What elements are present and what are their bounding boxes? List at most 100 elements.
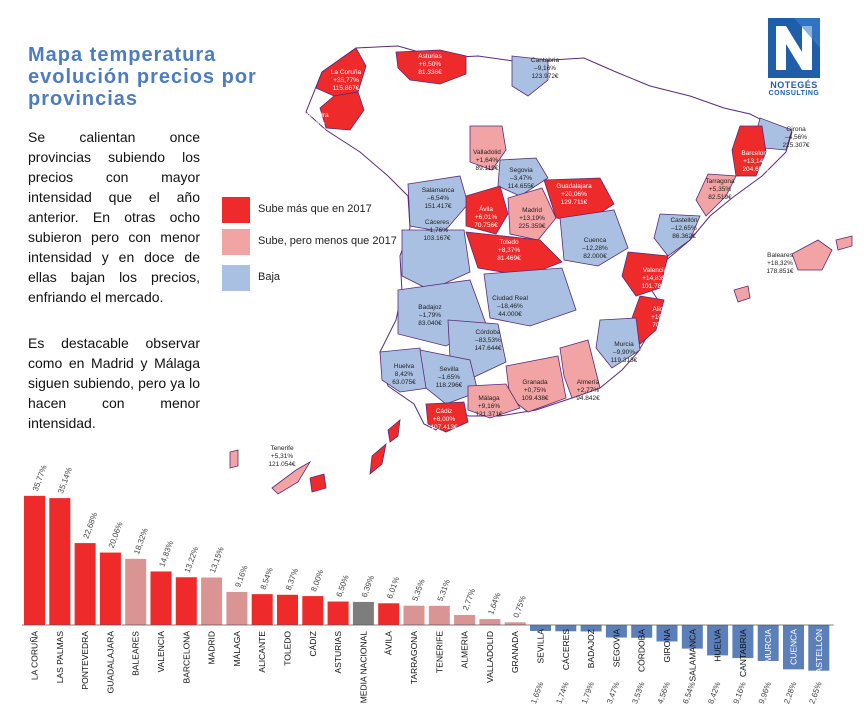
- category-label-caceres: CÁCERES: [561, 629, 571, 670]
- category-label-valencia: VALENCIA: [156, 631, 166, 673]
- map-label-name: Tarragona: [705, 178, 735, 185]
- map-label-malaga: Málaga+9,16%121.371€: [475, 395, 502, 418]
- map-label-change: –4,56%: [785, 134, 807, 141]
- value-label-barcelona: 13,22%: [183, 545, 201, 574]
- bar-almeria: [454, 614, 476, 625]
- map-label-change: +35,77%: [333, 77, 359, 84]
- map-label-price: 119.313€: [611, 357, 638, 364]
- map-label-cuenca: Cuenca–12,28%82.000€: [582, 237, 608, 260]
- province-cuenca: [559, 209, 629, 267]
- category-label-alicante: ALICANTE: [257, 631, 267, 673]
- island-gran-canaria: [309, 473, 327, 493]
- map-label-name: Madrid: [522, 207, 542, 214]
- bar-alicante: [251, 594, 273, 625]
- map-label-change: +35,14%: [320, 459, 346, 466]
- bar-caceres: [555, 625, 577, 632]
- category-label-huelva: HUELVA: [713, 629, 723, 662]
- category-label-badajoz: BADAJOZ: [586, 629, 596, 668]
- bar-cadiz: [302, 596, 324, 625]
- value-label-cuenca: -12,28%: [780, 681, 799, 704]
- map-provinces: [229, 45, 853, 495]
- map-label-change: +10,54%: [651, 314, 677, 321]
- map-label-price: 44.000€: [498, 311, 522, 318]
- value-label-las-palmas: 35,14%: [56, 466, 74, 495]
- map-label-price: 86.362€: [672, 233, 696, 240]
- map-label-valencia: Valencia+14,83%101.783€: [641, 267, 668, 290]
- bar-cuenca: [783, 625, 804, 670]
- map-label-name: Las Palmas: [316, 451, 351, 458]
- map-label-price: 118.296€: [436, 382, 463, 389]
- bar-las-palmas: [49, 498, 71, 625]
- map-label-name: Asturias: [418, 53, 442, 60]
- map-label-name: Toledo: [499, 239, 519, 246]
- category-label-castellon: CASTELLÓN: [814, 629, 824, 680]
- value-label-huelva: -8,42%: [705, 681, 722, 704]
- map-label-change: +2,77%: [577, 387, 599, 394]
- map-label-change: –1,65%: [438, 374, 460, 381]
- map-label-price: 123.737€: [298, 128, 325, 135]
- value-label-valladolid: 1,64%: [486, 591, 502, 615]
- province-castellon: [653, 213, 701, 257]
- province-segovia: [497, 157, 549, 197]
- map-label-name: Badajoz: [418, 304, 442, 311]
- map-label-valladolid: Valladolid+1,64%89.119€: [473, 149, 501, 172]
- bar-murcia: [757, 625, 779, 661]
- map-label-name: Castellón: [670, 217, 697, 224]
- province-murcia: [595, 317, 641, 369]
- map-label-girona: Girona–4,56%225.307€: [782, 126, 809, 149]
- map-label-change: –1,76%: [426, 227, 448, 234]
- island-ibiza: [733, 285, 751, 303]
- value-label-cordoba: -3,53%: [629, 681, 646, 704]
- map-label-ciudad-real: Ciudad Real–18,46%44.000€: [492, 295, 528, 318]
- map-label-name: Cádiz: [436, 408, 453, 415]
- value-label-media-nacional: 6,39%: [360, 574, 376, 598]
- map-label-guadalajara: Guadalajara+20,06%129.711€: [556, 183, 592, 206]
- map-label-price: 151.417€: [424, 203, 451, 210]
- map-label-change: –9,16%: [534, 65, 556, 72]
- map-label-name: Málaga: [478, 395, 500, 402]
- value-label-toledo: 8,37%: [284, 567, 300, 591]
- map-label-tarragona: Tarragona+5,35%82.519€: [705, 178, 735, 201]
- map-label-tenerife: Tenerife+5,31%121.054€: [268, 445, 295, 468]
- map-label-las-palmas: Las Palmas+35,14%117.208€: [316, 451, 351, 474]
- map-label-name: Girona: [786, 126, 806, 133]
- category-label-cordoba: CÓRDOBA: [637, 629, 647, 672]
- map-label-name: Barcelona: [741, 150, 771, 157]
- bar-huelva: [707, 625, 729, 656]
- map-label-name: Salamanca: [422, 187, 455, 194]
- map-label-change: +5,35%: [709, 186, 731, 193]
- map-label-change: +0,75%: [524, 387, 546, 394]
- value-label-pontevedra: 22,68%: [82, 511, 100, 540]
- province-alicante: [631, 295, 665, 345]
- province-avila: [465, 185, 509, 235]
- value-label-badajoz: -1,79%: [579, 681, 596, 704]
- map-label-badajoz: Badajoz–1,79%83.040€: [418, 304, 442, 327]
- map-label-price: 147.644€: [474, 345, 501, 352]
- province-ciudad-real: [483, 267, 577, 327]
- legend-label-down: Baja: [258, 271, 281, 283]
- bar-castellon: [808, 625, 830, 671]
- bar-salamanca: [681, 625, 703, 649]
- legend-label-up-more: Sube más que en 2017: [258, 203, 372, 215]
- map-label-name: Cantabria: [531, 57, 560, 64]
- map-label-name: Alicante: [652, 306, 676, 313]
- map-label-baleares: Baleares+18,32%178.851€: [766, 252, 793, 275]
- map-label-la-coruna: La Coruña+35,77%115.867€: [331, 69, 362, 92]
- intro-paragraph: Se calientan once provincias subiendo lo…: [28, 129, 200, 305]
- value-label-guadalajara: 20,06%: [107, 521, 125, 550]
- map-label-change: +14,83%: [642, 275, 668, 282]
- map-label-almeria: Almería+2,77%94.842€: [576, 379, 600, 402]
- bar-baleares: [125, 558, 147, 625]
- map-label-name: Guadalajara: [556, 183, 592, 190]
- map-label-name: Pontevedra: [295, 112, 329, 119]
- value-label-tenerife: 5,31%: [436, 578, 452, 602]
- map-label-name: Murcia: [614, 341, 634, 348]
- bar-sevilla: [530, 625, 551, 631]
- category-label-pontevedra: PONTEVEDRA: [80, 631, 90, 690]
- category-label-cuenca: CUENCA: [789, 629, 799, 665]
- category-label-granada: GRANADA: [510, 631, 520, 673]
- map-label-price: 121.371€: [475, 411, 502, 418]
- map-label-cadiz: Cádiz+8,00%107.413€: [430, 408, 457, 431]
- value-label-girona: -4,56%: [655, 681, 672, 704]
